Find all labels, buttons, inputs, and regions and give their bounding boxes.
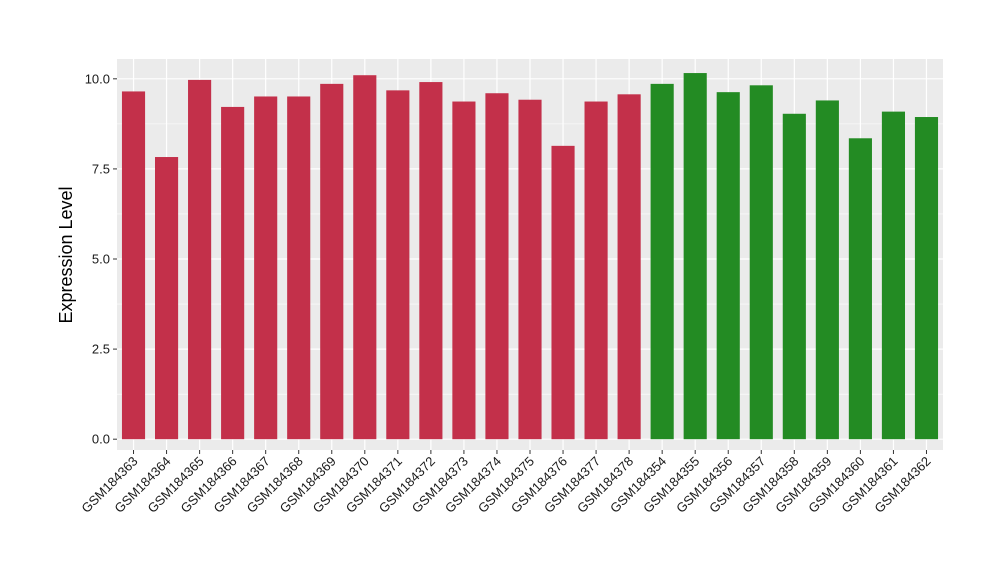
bar-GSM184359 <box>815 100 839 440</box>
x-axis: GSM184363GSM184364GSM184365GSM184366GSM1… <box>78 450 934 516</box>
bar-GSM184365 <box>188 79 212 440</box>
bar-GSM184370 <box>353 75 377 440</box>
bar-GSM184354 <box>650 83 674 440</box>
y-axis-title: Expression Level <box>56 186 76 323</box>
bar-GSM184358 <box>782 113 806 440</box>
bar-GSM184362 <box>914 117 939 440</box>
bar-GSM184364 <box>154 157 179 440</box>
y-axis: 0.0 2.5 5.0 7.5 10.0 <box>85 71 117 447</box>
bar-GSM184366 <box>221 106 245 440</box>
bar-GSM184375 <box>518 99 542 440</box>
y-tick-label: 5.0 <box>92 252 110 267</box>
bar-GSM184361 <box>881 111 906 440</box>
bar-GSM184372 <box>419 82 443 440</box>
bar-GSM184355 <box>683 73 707 440</box>
y-tick-label: 10.0 <box>85 71 110 86</box>
bar-GSM184373 <box>452 101 476 440</box>
bar-GSM184360 <box>848 138 872 440</box>
bar-GSM184369 <box>320 83 344 440</box>
bar-GSM184367 <box>254 96 278 440</box>
bar-GSM184374 <box>485 93 509 440</box>
bars <box>121 73 939 440</box>
y-tick-label: 0.0 <box>92 432 110 447</box>
bar-GSM184376 <box>551 145 575 440</box>
bar-GSM184368 <box>287 96 311 440</box>
bar-GSM184357 <box>749 85 773 440</box>
bar-GSM184377 <box>584 101 608 440</box>
bar-GSM184378 <box>617 94 641 440</box>
bar-GSM184371 <box>386 90 410 440</box>
bar-GSM184356 <box>716 92 740 440</box>
y-tick-label: 7.5 <box>92 161 110 176</box>
y-tick-label: 2.5 <box>92 342 110 357</box>
bar-GSM184363 <box>121 91 146 440</box>
